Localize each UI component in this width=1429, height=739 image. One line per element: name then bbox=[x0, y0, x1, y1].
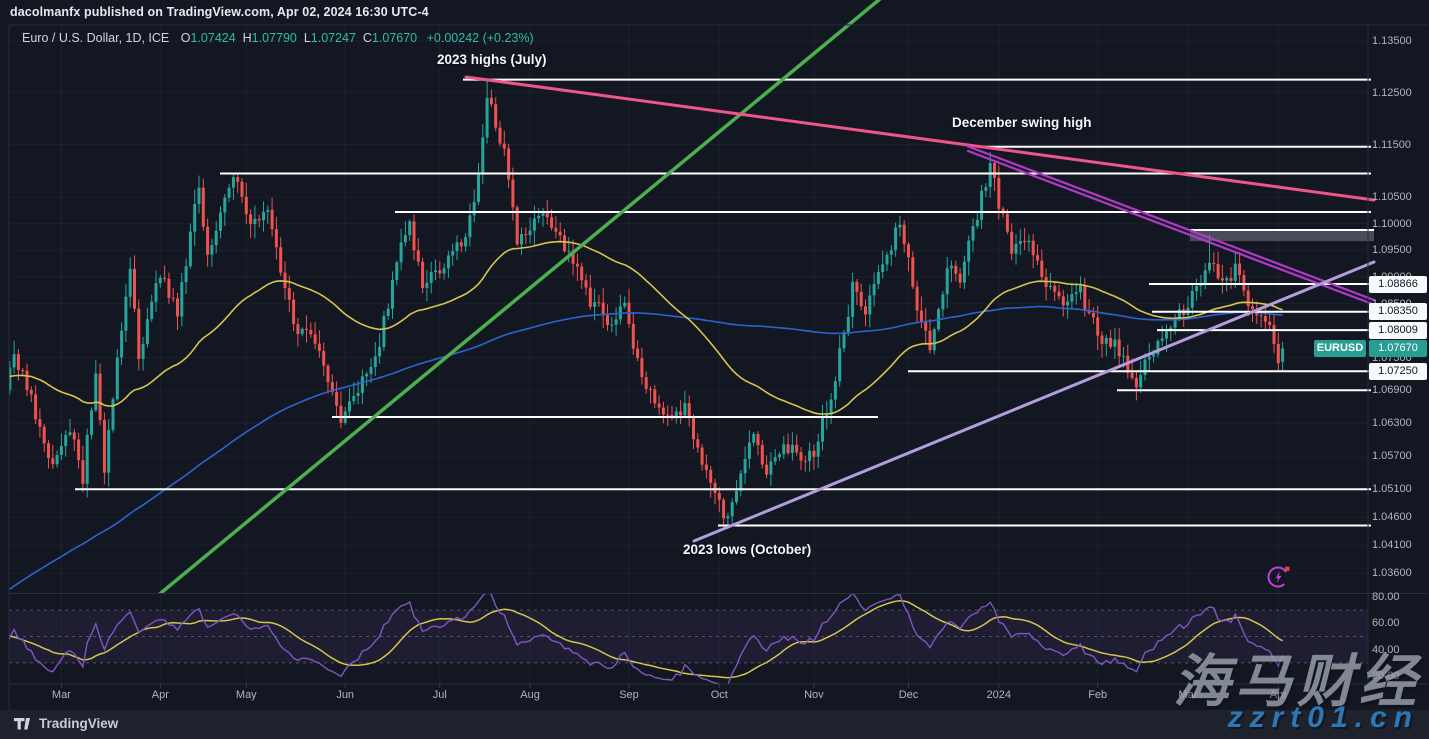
price-tick-1.11500: 1.11500 bbox=[1372, 138, 1411, 151]
ohlc-close: C1.07670 bbox=[362, 31, 418, 45]
ohlc-low: L1.07247 bbox=[303, 31, 356, 45]
price-tick-1.03600: 1.03600 bbox=[1372, 567, 1412, 580]
symbol-title: Euro / U.S. Dollar, 1D, ICE bbox=[22, 31, 170, 45]
footer-bar bbox=[0, 710, 1429, 739]
price-tick-1.13500: 1.13500 bbox=[1372, 35, 1412, 47]
trendlines bbox=[157, 0, 1376, 594]
price-label-1.08350: 1.08350 bbox=[1369, 303, 1427, 321]
annotation-2023-lows: 2023 lows (October) bbox=[683, 542, 812, 557]
grid bbox=[60, 25, 1279, 688]
price-tick-1.06900: 1.06900 bbox=[1372, 384, 1412, 397]
frame bbox=[8, 24, 1428, 710]
rsi-tick-80.00: 80.00 bbox=[1372, 591, 1400, 603]
time-tick-Feb-11: Feb bbox=[1088, 689, 1108, 701]
watermark-domain: zzrt01.cn bbox=[1227, 701, 1419, 734]
price-tick-1.10000: 1.10000 bbox=[1372, 217, 1412, 230]
ohlc-high: H1.07790 bbox=[242, 31, 297, 45]
time-tick-2024-10: 2024 bbox=[986, 689, 1012, 701]
red-dot bbox=[1285, 566, 1290, 571]
descending-channel-magenta bbox=[965, 144, 1376, 302]
time-tick-Apr-1: Apr bbox=[151, 689, 169, 701]
watermark-brand: 海马财经 bbox=[1173, 650, 1421, 714]
rsi-tick-60.00: 60.00 bbox=[1372, 617, 1400, 630]
published-caption: dacolmanfx published on TradingView.com,… bbox=[10, 5, 429, 19]
sma-200-line bbox=[9, 305, 1283, 591]
rsi-tick-40.00: 40.00 bbox=[1372, 643, 1400, 656]
ascending-trendline-lavender bbox=[692, 260, 1376, 543]
time-tick-Oct-7: Oct bbox=[710, 689, 728, 701]
rsi-line bbox=[9, 594, 1284, 684]
descending-channel-magenta-2 bbox=[966, 149, 1376, 307]
price-tick-1.04600: 1.04600 bbox=[1372, 511, 1412, 524]
price-tick-1.05700: 1.05700 bbox=[1372, 450, 1412, 463]
ema-55-line bbox=[9, 240, 1283, 415]
price-tick-1.05100: 1.05100 bbox=[1372, 483, 1412, 496]
time-tick-Jul-4: Jul bbox=[432, 689, 447, 701]
candles bbox=[9, 80, 1285, 530]
current-price-label: 1.07670 bbox=[1369, 339, 1427, 357]
change-readout: +0.00242 (+0.23%) bbox=[426, 31, 534, 45]
tradingview-glyph bbox=[14, 717, 30, 729]
price-label-1.08866: 1.08866 bbox=[1369, 275, 1427, 293]
annotation-december-swing-high: December swing high bbox=[952, 115, 1092, 130]
price-label-1.07250: 1.07250 bbox=[1369, 362, 1427, 380]
time-tick-Mar-12: Mar bbox=[1178, 689, 1198, 701]
moving-averages bbox=[9, 240, 1283, 591]
lightning-bolt bbox=[1275, 571, 1282, 583]
price-tick-1.12500: 1.12500 bbox=[1372, 86, 1412, 99]
price-tick-1.04100: 1.04100 bbox=[1372, 539, 1412, 551]
symbol-legend[interactable]: Euro / U.S. Dollar, 1D, ICE O1.07424 H1.… bbox=[22, 31, 534, 45]
descending-trendline-pink bbox=[464, 75, 1376, 202]
rsi-pane bbox=[9, 594, 1368, 684]
time-tick-May-2: May bbox=[235, 689, 257, 701]
symbol-price-tag: EURUSD bbox=[1314, 339, 1366, 357]
tradingview-logo[interactable]: TradingView bbox=[14, 716, 118, 731]
price-tick-1.10500: 1.10500 bbox=[1372, 191, 1412, 204]
price-tick-1.09500: 1.09500 bbox=[1372, 244, 1412, 257]
boost-lightning-icon bbox=[1267, 566, 1290, 588]
time-tick-Nov-8: Nov bbox=[804, 689, 824, 701]
time-tick-Sep-6: Sep bbox=[619, 689, 639, 701]
annotation-2023-highs: 2023 highs (July) bbox=[437, 52, 547, 67]
rsi-tick-20.00: 20.00 bbox=[1372, 670, 1400, 682]
time-tick-Jun-3: Jun bbox=[336, 689, 355, 701]
tradingview-wordmark: TradingView bbox=[39, 716, 119, 731]
supply-zone bbox=[1190, 229, 1374, 242]
horizontal-levels bbox=[75, 78, 1374, 527]
ascending-trendline-green bbox=[157, 0, 882, 594]
ohlc-open: O1.07424 bbox=[180, 31, 236, 45]
price-label-1.08009: 1.08009 bbox=[1369, 321, 1427, 339]
time-tick-Mar-0: Mar bbox=[51, 689, 71, 701]
boost-circle bbox=[1267, 566, 1289, 588]
time-tick-Apr-13: Apr bbox=[1269, 689, 1287, 701]
time-tick-Dec-9: Dec bbox=[898, 689, 919, 701]
time-tick-Aug-5: Aug bbox=[520, 689, 540, 701]
price-tick-1.06300: 1.06300 bbox=[1372, 417, 1412, 430]
